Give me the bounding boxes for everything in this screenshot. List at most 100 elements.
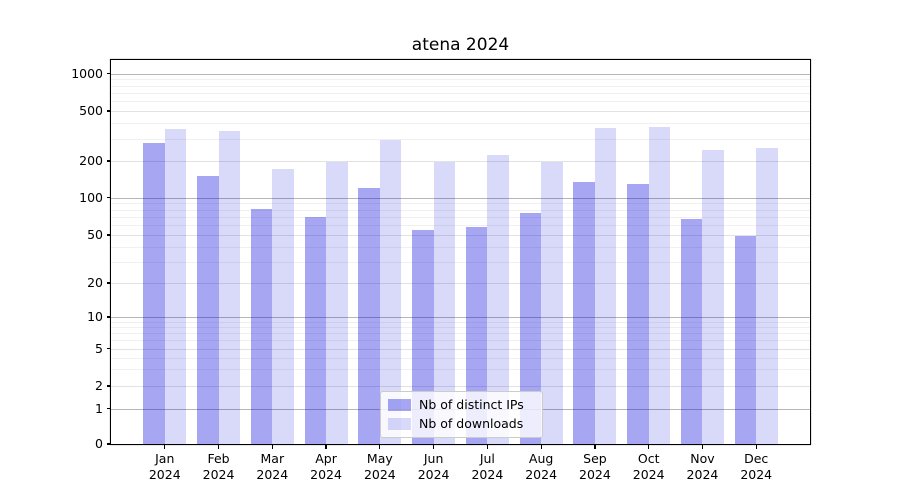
x-tick-mark [379, 444, 381, 450]
grid-line [111, 261, 810, 263]
grid-line [111, 203, 810, 205]
grid-line [111, 327, 810, 329]
grid-line [111, 209, 810, 211]
grid-line [111, 369, 810, 371]
y-tick-mark [106, 282, 111, 284]
x-tick-label: Sep 2024 [579, 451, 611, 482]
x-tick-mark [701, 444, 704, 450]
y-tick-label: 20 [87, 275, 103, 290]
bar-distinct-ips [680, 219, 703, 444]
x-tick-mark [648, 444, 650, 450]
x-tick-mark [433, 444, 435, 450]
y-tick-mark [106, 407, 111, 410]
grid-line [111, 123, 810, 125]
y-tick-label: 100 [79, 189, 103, 205]
grid-line [111, 357, 810, 359]
bar-downloads [379, 139, 402, 444]
grid-line [111, 216, 810, 218]
y-tick-label: 1000 [71, 65, 103, 81]
bar-downloads [702, 149, 724, 444]
x-tick-mark [271, 444, 273, 450]
x-tick-mark [217, 444, 220, 450]
y-tick-label: 500 [79, 103, 103, 118]
grid-line [111, 92, 810, 94]
legend-swatch-distinct-ips [388, 399, 411, 411]
x-tick-mark [594, 444, 596, 450]
x-tick-label: Apr 2024 [310, 451, 342, 482]
legend-item-downloads: Nb of downloads [388, 416, 535, 432]
plot-area [111, 60, 810, 444]
grid-line [111, 246, 810, 248]
x-tick-mark [540, 444, 542, 450]
y-tick-label: 10 [87, 309, 103, 324]
bar-downloads [433, 162, 456, 444]
legend-label-distinct-ips: Nb of distinct IPs [419, 397, 524, 412]
bar-distinct-ips [358, 187, 380, 444]
bar-distinct-ips [250, 208, 273, 444]
y-tick-label: 5 [95, 340, 103, 356]
y-tick-label: 200 [79, 153, 103, 168]
y-tick-mark [106, 160, 111, 162]
bar-downloads [218, 131, 241, 444]
y-tick-label: 1 [95, 400, 103, 416]
grid-line [111, 317, 810, 318]
bar-distinct-ips [412, 229, 434, 444]
grid-line [111, 73, 810, 75]
x-tick-label: Oct 2024 [632, 451, 665, 482]
y-tick-mark [106, 196, 111, 199]
x-tick-label: Dec 2024 [740, 451, 773, 482]
bar-downloads [756, 147, 778, 444]
bar-downloads [164, 128, 187, 444]
grid-line [111, 161, 810, 162]
y-tick-label: 50 [87, 227, 103, 242]
bar-downloads [541, 161, 563, 444]
grid-line [111, 333, 810, 335]
grid-line [111, 283, 810, 284]
x-tick-mark [486, 444, 488, 450]
bar-distinct-ips [734, 236, 757, 444]
bar-distinct-ips [519, 213, 542, 444]
legend-item-distinct-ips: Nb of distinct IPs [388, 397, 535, 413]
grid-line [111, 79, 810, 81]
grid-line [111, 348, 810, 350]
grid-line [111, 340, 810, 342]
bar-distinct-ips [465, 226, 488, 444]
bar-downloads [594, 128, 617, 444]
x-tick-label: May 2024 [363, 451, 396, 482]
grid-line [111, 225, 810, 227]
chart-title: atena 2024 [411, 35, 510, 55]
grid-line [111, 386, 810, 387]
y-tick-label: 0 [95, 436, 103, 451]
y-tick-mark [106, 347, 111, 350]
x-tick-label: Jun 2024 [417, 451, 450, 482]
y-tick-mark [106, 234, 111, 236]
grid-line [111, 85, 810, 87]
bar-downloads [648, 126, 671, 444]
x-tick-label: Nov 2024 [686, 451, 719, 482]
bar-distinct-ips [143, 142, 165, 444]
y-tick-mark [106, 72, 111, 75]
grid-line [111, 197, 810, 199]
bar-downloads [272, 168, 294, 444]
x-tick-mark [164, 444, 166, 450]
grid-line [111, 111, 810, 112]
x-tick-label: Feb 2024 [202, 451, 235, 482]
bar-distinct-ips [573, 181, 595, 444]
legend: Nb of distinct IPs Nb of downloads [380, 391, 543, 438]
x-tick-label: Mar 2024 [256, 451, 289, 482]
legend-label-downloads: Nb of downloads [419, 416, 524, 431]
legend-swatch-downloads [388, 418, 411, 430]
bar-distinct-ips [627, 183, 649, 444]
y-tick-mark [106, 385, 111, 387]
grid-line [111, 235, 810, 236]
y-tick-mark [106, 316, 111, 318]
y-tick-mark [106, 443, 111, 445]
grid-line [111, 321, 810, 323]
x-tick-mark [755, 444, 757, 450]
bar-downloads [326, 162, 348, 444]
x-tick-mark [325, 444, 327, 450]
grid-line [111, 101, 810, 103]
y-tick-label: 2 [95, 378, 103, 393]
bar-distinct-ips [197, 176, 219, 444]
